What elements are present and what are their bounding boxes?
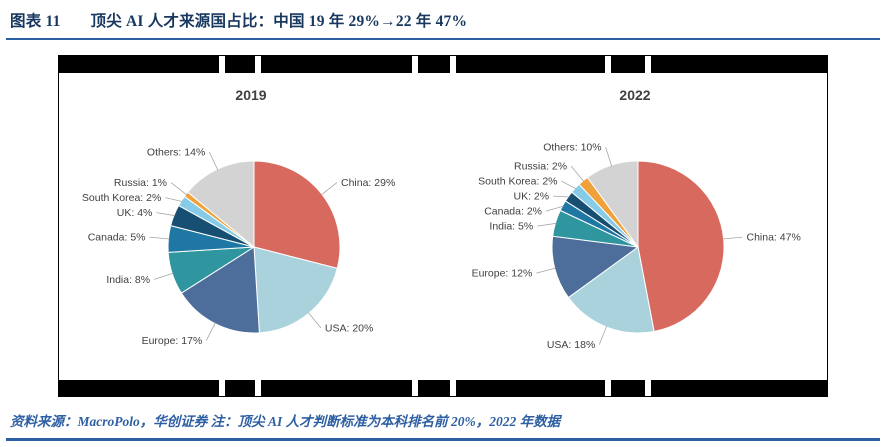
- frame-strip-segment: [418, 56, 450, 73]
- pie-label-uk: UK: 4%: [117, 207, 153, 219]
- pie-label-line-china: [320, 182, 338, 196]
- pie-label-canada: Canada: 5%: [88, 232, 146, 244]
- pie-label-line-south-korea: [561, 180, 577, 190]
- pie-slice-china: [637, 160, 725, 333]
- pie-label-canada: Canada: 2%: [484, 206, 542, 218]
- pie-chart-2019: China: 29% USA: 20% Europe: 17% India: 8% Ca…: [82, 147, 395, 348]
- pie-label-line-europe: [536, 267, 556, 274]
- pie-label-europe: Europe: 12%: [472, 268, 533, 280]
- pie-label-line-india: [537, 222, 557, 227]
- pie-label-line-canada: [149, 236, 170, 240]
- figure-title: 顶尖 AI 人才来源国占比：中国 19 年 29%→22 年 47%: [90, 13, 468, 30]
- pie-label-europe: Europe: 17%: [142, 335, 203, 347]
- pie-label-line-uk: [553, 195, 570, 198]
- pie-label-russia: Russia: 1%: [114, 177, 167, 189]
- pie-label-line-south-korea: [165, 197, 183, 202]
- top-border-strip: [59, 56, 827, 73]
- frame-strip-segment: [261, 380, 412, 396]
- figure-footer: 资料来源：MacroPolo，华创证券 注：顶尖 AI 人才判断标准为本科排名前…: [0, 410, 886, 447]
- chart-frame: 2019 China: 29% USA: 20% Europe: 17% India:…: [58, 55, 828, 397]
- frame-strip-segment: [261, 56, 412, 73]
- chart-2019-panel: 2019 China: 29% USA: 20% Europe: 17% India:…: [59, 87, 443, 380]
- pie-label-line-usa: [598, 325, 608, 345]
- pie-label-china: China: 47%: [747, 232, 801, 244]
- pie-chart-2022: China: 47% USA: 18% Europe: 12% India: 5% Ca…: [472, 142, 801, 352]
- pie-label-usa: USA: 20%: [325, 322, 373, 334]
- frame-strip-segment: [611, 380, 645, 396]
- pie-label-usa: USA: 18%: [547, 339, 595, 351]
- frame-strip-segment: [651, 56, 827, 73]
- pie-charts-row: 2019 China: 29% USA: 20% Europe: 17% India:…: [59, 73, 827, 380]
- pie-label-line-russia: [570, 165, 585, 182]
- frame-strip-segment: [611, 56, 645, 73]
- pie-label-india: India: 5%: [489, 221, 533, 233]
- figure-header: 图表 11 顶尖 AI 人才来源国占比：中国 19 年 29%→22 年 47%: [0, 0, 886, 31]
- figure-number-label: 图表 11: [10, 13, 61, 30]
- pie-label-line-china: [722, 236, 743, 240]
- frame-strip-segment: [456, 56, 605, 73]
- chart-2022-panel: 2022 China: 47% USA: 18% Europe: 12% India:…: [443, 87, 827, 380]
- pie-label-south-korea: South Korea: 2%: [478, 176, 557, 188]
- pie-label-line-uk: [156, 212, 176, 217]
- pie-label-line-others: [208, 151, 219, 171]
- source-note: 资料来源：MacroPolo，华创证券 注：顶尖 AI 人才判断标准为本科排名前…: [10, 414, 561, 429]
- footer-underline: [6, 438, 880, 441]
- chart-title-2022: 2022: [619, 87, 651, 103]
- pie-label-russia: Russia: 2%: [514, 161, 567, 173]
- pie-label-line-russia: [170, 182, 188, 196]
- pie-label-south-korea: South Korea: 2%: [82, 192, 161, 204]
- pie-label-others: Others: 10%: [543, 142, 601, 154]
- pie-label-india: India: 8%: [106, 274, 150, 286]
- pie-label-line-others: [605, 146, 613, 167]
- bottom-border-strip: [59, 380, 827, 396]
- frame-strip-segment: [59, 56, 219, 73]
- frame-strip-segment: [225, 380, 255, 396]
- pie-label-line-usa: [307, 312, 322, 329]
- frame-strip-segment: [651, 380, 827, 396]
- pie-label-line-india: [153, 272, 174, 280]
- pie-label-line-europe: [205, 322, 216, 341]
- frame-strip-segment: [59, 380, 219, 396]
- pie-label-others: Others: 14%: [147, 147, 205, 159]
- chart-title-2019: 2019: [235, 87, 267, 103]
- frame-strip-segment: [456, 380, 605, 396]
- frame-strip-segment: [225, 56, 255, 73]
- pie-label-china: China: 29%: [341, 177, 395, 189]
- pie-label-line-canada: [545, 205, 564, 212]
- frame-strip-segment: [418, 380, 450, 396]
- pie-label-uk: UK: 2%: [513, 191, 549, 203]
- title-underline: [6, 38, 880, 40]
